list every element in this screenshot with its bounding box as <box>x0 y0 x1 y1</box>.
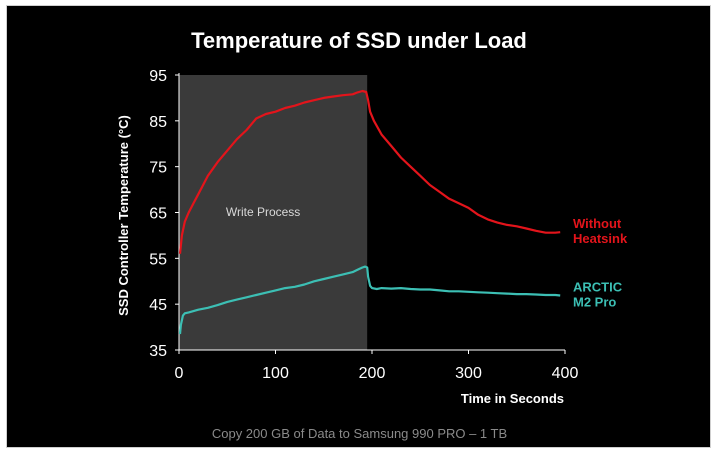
series-label-without-heatsink: Without Heatsink <box>573 216 628 246</box>
y-tick-label: 45 <box>149 297 167 314</box>
x-tick-label: 100 <box>262 365 289 382</box>
write-process-label: Write Process <box>226 205 300 219</box>
chart-title: Temperature of SSD under Load <box>191 28 527 53</box>
y-tick-label: 95 <box>149 68 167 85</box>
y-tick-label: 35 <box>149 343 167 360</box>
write-process-region <box>179 75 368 350</box>
chart-frame: Temperature of SSD under Load Write Proce… <box>6 5 711 448</box>
series-label-line: ARCTIC <box>573 279 623 294</box>
series-label-line: M2 Pro <box>573 294 616 309</box>
series-label-line: Without <box>573 216 622 231</box>
y-tick-label: 55 <box>149 251 167 268</box>
x-tick-label: 0 <box>175 365 184 382</box>
x-tick-label: 400 <box>552 365 579 382</box>
x-axis-label: Time in Seconds <box>461 391 564 406</box>
y-tick-label: 85 <box>149 114 167 131</box>
series-line-without-heatsink <box>178 89 561 254</box>
x-tick-label: 200 <box>359 365 386 382</box>
series-label-arctic-m2-pro: ARCTIC M2 Pro <box>573 279 623 309</box>
line-chart: Temperature of SSD under Load Write Proce… <box>116 28 628 406</box>
y-tick-label: 65 <box>149 206 167 223</box>
y-tick-label: 75 <box>149 160 167 177</box>
series-label-line: Heatsink <box>573 231 628 246</box>
x-tick-label: 300 <box>455 365 482 382</box>
y-axis-label: SSD Controller Temperature (°C) <box>116 115 131 316</box>
series-line-arctic-m2-pro <box>178 265 561 335</box>
chart-caption: Copy 200 GB of Data to Samsung 990 PRO –… <box>211 426 508 441</box>
